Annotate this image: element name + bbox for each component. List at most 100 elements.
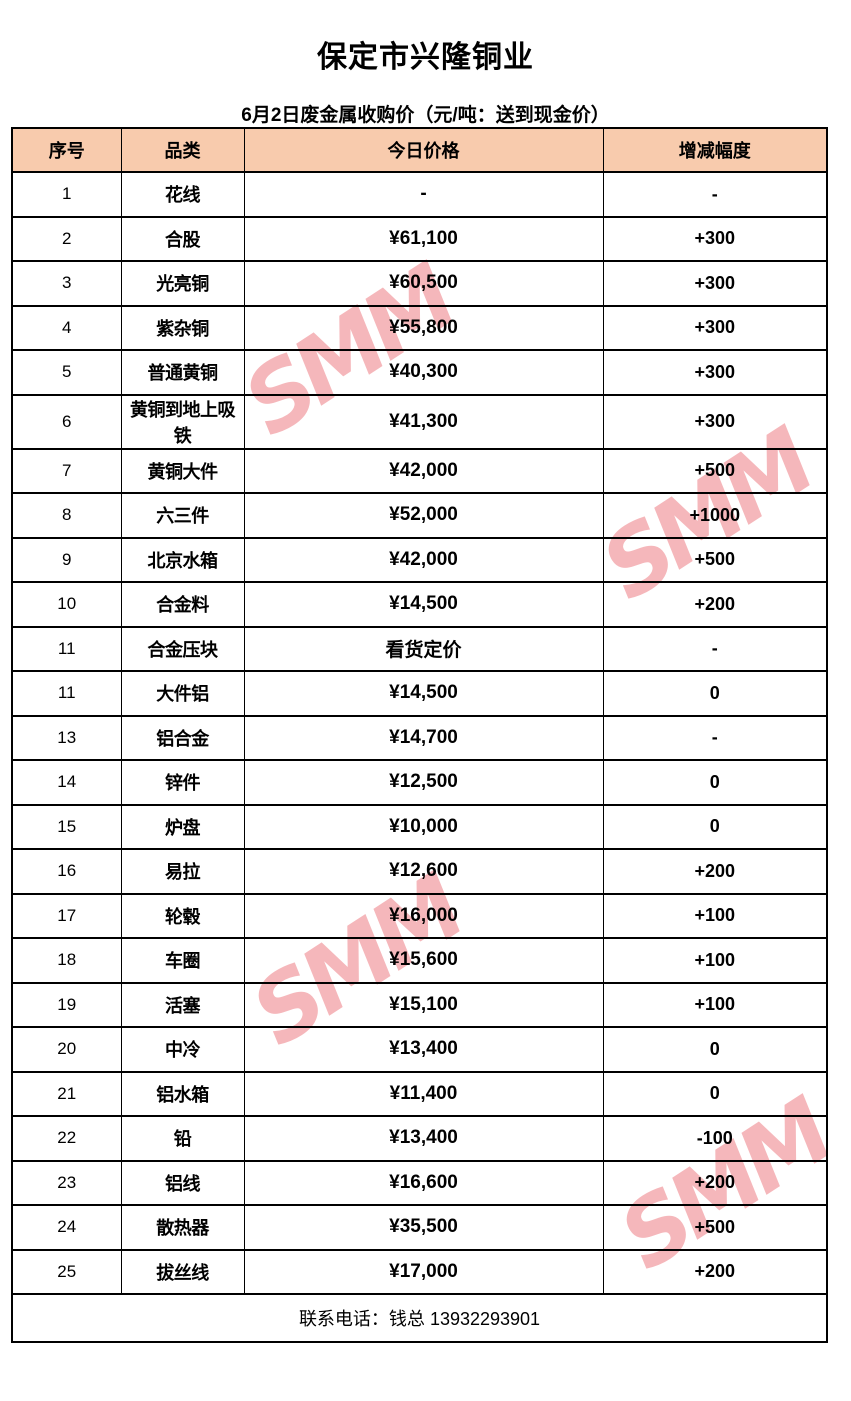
- cell-index: 2: [11, 215, 122, 262]
- cell-price: -: [243, 171, 604, 218]
- table-row: 22 铅 ¥13,400 -100: [11, 1115, 828, 1162]
- table-row: 25 拔丝线 ¥17,000 +200: [11, 1248, 828, 1295]
- cell-category: 拔丝线: [120, 1248, 245, 1295]
- cell-index: 11: [11, 670, 122, 717]
- cell-category: 活塞: [120, 981, 245, 1028]
- table-row: 4 紫杂铜 ¥55,800 +300: [11, 304, 828, 351]
- cell-price: ¥13,400: [243, 1026, 604, 1073]
- cell-index: 20: [11, 1026, 122, 1073]
- cell-category: 普通黄铜: [120, 349, 245, 396]
- cell-change: 0: [602, 1070, 828, 1117]
- cell-category: 中冷: [120, 1026, 245, 1073]
- cell-index: 6: [11, 393, 122, 450]
- cell-change: +300: [602, 393, 828, 450]
- cell-category: 铝水箱: [120, 1070, 245, 1117]
- cell-index: 3: [11, 260, 122, 307]
- cell-index: 11: [11, 625, 122, 672]
- cell-price: ¥41,300: [243, 393, 604, 450]
- cell-change: +500: [602, 536, 828, 583]
- cell-index: 19: [11, 981, 122, 1028]
- cell-price: ¥11,400: [243, 1070, 604, 1117]
- table-row: 23 铝线 ¥16,600 +200: [11, 1159, 828, 1206]
- table-row: 9 北京水箱 ¥42,000 +500: [11, 536, 828, 583]
- cell-price: 看货定价: [243, 625, 604, 672]
- cell-category: 铝线: [120, 1159, 245, 1206]
- cell-category: 黄铜大件: [120, 447, 245, 494]
- cell-category: 锌件: [120, 759, 245, 806]
- cell-price: ¥61,100: [243, 215, 604, 262]
- table-row: 10 合金料 ¥14,500 +200: [11, 581, 828, 628]
- table-row: 7 黄铜大件 ¥42,000 +500: [11, 447, 828, 494]
- cell-price: ¥40,300: [243, 349, 604, 396]
- cell-index: 25: [11, 1248, 122, 1295]
- table-row: 19 活塞 ¥15,100 +100: [11, 981, 828, 1028]
- table-row: 21 铝水箱 ¥11,400 0: [11, 1070, 828, 1117]
- page-title: 保定市兴隆铜业: [317, 41, 534, 74]
- column-header-index: 序号: [11, 127, 122, 173]
- cell-change: +200: [602, 1159, 828, 1206]
- cell-change: +500: [602, 1204, 828, 1251]
- cell-category: 轮毂: [120, 892, 245, 939]
- column-header-change: 增减幅度: [602, 127, 828, 173]
- table-row: 3 光亮铜 ¥60,500 +300: [11, 260, 828, 307]
- cell-category: 黄铜到地上吸铁: [120, 393, 245, 450]
- cell-price: ¥52,000: [243, 492, 604, 539]
- cell-price: ¥14,700: [243, 714, 604, 761]
- table-row: 6 黄铜到地上吸铁 ¥41,300 +300: [11, 393, 828, 450]
- table-header-row: 序号 品类 今日价格 增减幅度: [11, 127, 828, 173]
- cell-index: 18: [11, 937, 122, 984]
- cell-index: 17: [11, 892, 122, 939]
- cell-category: 合金料: [120, 581, 245, 628]
- cell-price: ¥35,500: [243, 1204, 604, 1251]
- table-row: 20 中冷 ¥13,400 0: [11, 1026, 828, 1073]
- cell-change: -: [602, 714, 828, 761]
- cell-category: 散热器: [120, 1204, 245, 1251]
- cell-category: 铅: [120, 1115, 245, 1162]
- cell-change: 0: [602, 759, 828, 806]
- table-row: 5 普通黄铜 ¥40,300 +300: [11, 349, 828, 396]
- table-row: 16 易拉 ¥12,600 +200: [11, 848, 828, 895]
- cell-price: ¥12,500: [243, 759, 604, 806]
- price-table: 序号 品类 今日价格 增减幅度 1 花线 - -2 合股 ¥61,100 +300 3 光亮铜 ¥…: [11, 127, 828, 1343]
- cell-change: +300: [602, 349, 828, 396]
- cell-price: ¥16,000: [243, 892, 604, 939]
- cell-change: +300: [602, 304, 828, 351]
- cell-category: 光亮铜: [120, 260, 245, 307]
- cell-price: ¥16,600: [243, 1159, 604, 1206]
- cell-category: 铝合金: [120, 714, 245, 761]
- cell-change: +100: [602, 892, 828, 939]
- cell-index: 23: [11, 1159, 122, 1206]
- cell-change: +200: [602, 581, 828, 628]
- contact-info: 联系电话：钱总 13932293901: [11, 1293, 828, 1343]
- cell-category: 炉盘: [120, 803, 245, 850]
- table-row: 14 锌件 ¥12,500 0: [11, 759, 828, 806]
- cell-category: 大件铝: [120, 670, 245, 717]
- table-footer-row: 联系电话：钱总 13932293901: [11, 1293, 828, 1343]
- cell-change: -100: [602, 1115, 828, 1162]
- table-row: 24 散热器 ¥35,500 +500: [11, 1204, 828, 1251]
- table-row: 11 合金压块 看货定价 -: [11, 625, 828, 672]
- column-header-price: 今日价格: [243, 127, 604, 173]
- cell-change: +500: [602, 447, 828, 494]
- cell-index: 14: [11, 759, 122, 806]
- cell-change: +1000: [602, 492, 828, 539]
- cell-change: +300: [602, 260, 828, 307]
- cell-price: ¥42,000: [243, 536, 604, 583]
- cell-index: 1: [11, 171, 122, 218]
- cell-price: ¥14,500: [243, 581, 604, 628]
- cell-index: 22: [11, 1115, 122, 1162]
- cell-category: 易拉: [120, 848, 245, 895]
- cell-price: ¥60,500: [243, 260, 604, 307]
- cell-index: 5: [11, 349, 122, 396]
- cell-category: 北京水箱: [120, 536, 245, 583]
- cell-index: 13: [11, 714, 122, 761]
- cell-change: 0: [602, 670, 828, 717]
- cell-change: +300: [602, 215, 828, 262]
- cell-price: ¥12,600: [243, 848, 604, 895]
- table-row: 1 花线 - -: [11, 171, 828, 218]
- cell-index: 16: [11, 848, 122, 895]
- cell-price: ¥17,000: [243, 1248, 604, 1295]
- cell-change: +200: [602, 1248, 828, 1295]
- cell-change: -: [602, 625, 828, 672]
